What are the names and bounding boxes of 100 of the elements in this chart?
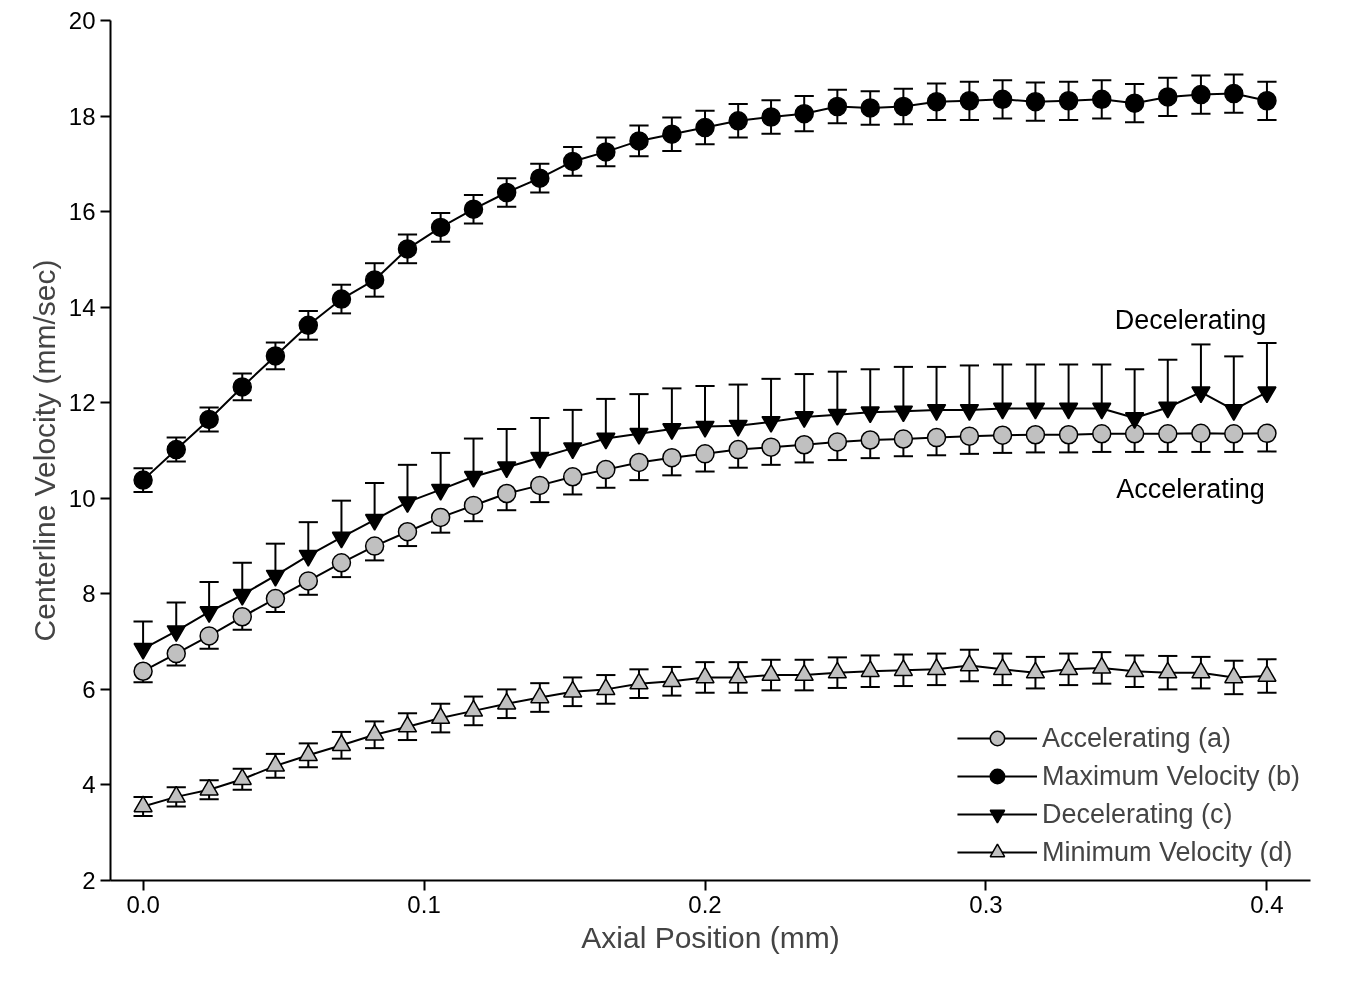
point [1158, 424, 1178, 444]
point [331, 289, 352, 309]
point [992, 658, 1013, 676]
point [1124, 424, 1145, 444]
point [530, 475, 550, 496]
point [397, 521, 418, 542]
point [728, 666, 748, 684]
x-tick-label: 0.4 [1250, 890, 1284, 918]
point [430, 217, 451, 238]
point [232, 377, 253, 397]
point [530, 686, 550, 704]
point [860, 98, 880, 118]
x-axis-title: Axial Position (mm) [581, 920, 840, 954]
point [1257, 423, 1277, 444]
point [596, 142, 616, 162]
point [761, 437, 781, 457]
y-tick-label: 10 [68, 484, 96, 512]
point [265, 346, 286, 366]
point [992, 425, 1013, 445]
y-tick-label: 6 [82, 675, 96, 703]
point [1091, 89, 1112, 110]
point [496, 692, 517, 710]
point [199, 626, 219, 646]
y-tick-label: 12 [68, 389, 96, 417]
y-tick-label: 2 [82, 867, 96, 894]
point [662, 447, 682, 468]
point [959, 426, 980, 446]
point [364, 536, 385, 556]
point [430, 507, 451, 528]
point [1158, 661, 1178, 679]
point [397, 239, 418, 259]
point [1091, 424, 1112, 444]
point [1257, 664, 1277, 682]
point [1025, 661, 1046, 679]
point [496, 483, 517, 504]
point [761, 663, 781, 681]
point [794, 435, 814, 455]
point [992, 89, 1013, 110]
point [794, 103, 814, 124]
point [1124, 660, 1145, 678]
point [1224, 666, 1244, 684]
y-tick-label: 4 [82, 771, 96, 799]
point [596, 678, 616, 696]
point [794, 663, 814, 681]
point [695, 444, 715, 464]
x-tick-label: 0.3 [969, 890, 1003, 918]
point [1025, 91, 1046, 112]
legend-label: Maximum Velocity (b) [1041, 759, 1300, 793]
point [827, 96, 848, 117]
point [662, 124, 682, 144]
point [166, 643, 186, 664]
point [926, 427, 947, 448]
point [1158, 87, 1178, 107]
point [596, 459, 616, 480]
point [1124, 93, 1145, 113]
point [1058, 658, 1079, 676]
point [364, 270, 385, 290]
point [695, 117, 715, 138]
point [562, 467, 583, 487]
y-tick-label: 16 [68, 198, 96, 226]
point [298, 744, 319, 762]
point [893, 429, 914, 449]
point [1257, 91, 1277, 111]
y-axis-title: Centerline Velocity (mm/sec) [27, 259, 61, 642]
point [463, 699, 484, 717]
point [397, 715, 418, 733]
point [430, 706, 451, 724]
annotation: Accelerating [1116, 474, 1265, 505]
point [761, 107, 781, 127]
point [629, 452, 649, 473]
point [827, 432, 848, 452]
point [298, 571, 319, 591]
point [298, 315, 319, 336]
legend-label: Accelerating (a) [1041, 721, 1232, 755]
x-tick-label: 0.1 [407, 890, 441, 918]
point [728, 439, 748, 460]
point [893, 96, 914, 117]
annotation: Decelerating [1114, 304, 1267, 335]
point [232, 768, 253, 786]
point [265, 588, 286, 609]
point [265, 754, 286, 772]
y-tick-label: 14 [68, 293, 96, 321]
point [166, 785, 186, 803]
legend-label: Minimum Velocity (d) [1041, 835, 1293, 869]
point [860, 430, 880, 450]
point [1224, 83, 1244, 104]
y-tick-label: 8 [82, 580, 96, 608]
point [463, 495, 484, 516]
point [331, 734, 352, 752]
point [463, 199, 484, 219]
point [1058, 425, 1079, 445]
point [827, 661, 848, 679]
point [893, 659, 914, 677]
point [860, 660, 880, 678]
point [1025, 425, 1046, 445]
point [232, 607, 253, 627]
point [695, 666, 715, 684]
x-tick-label: 0.0 [126, 890, 160, 918]
point [562, 680, 583, 698]
point [199, 778, 219, 796]
